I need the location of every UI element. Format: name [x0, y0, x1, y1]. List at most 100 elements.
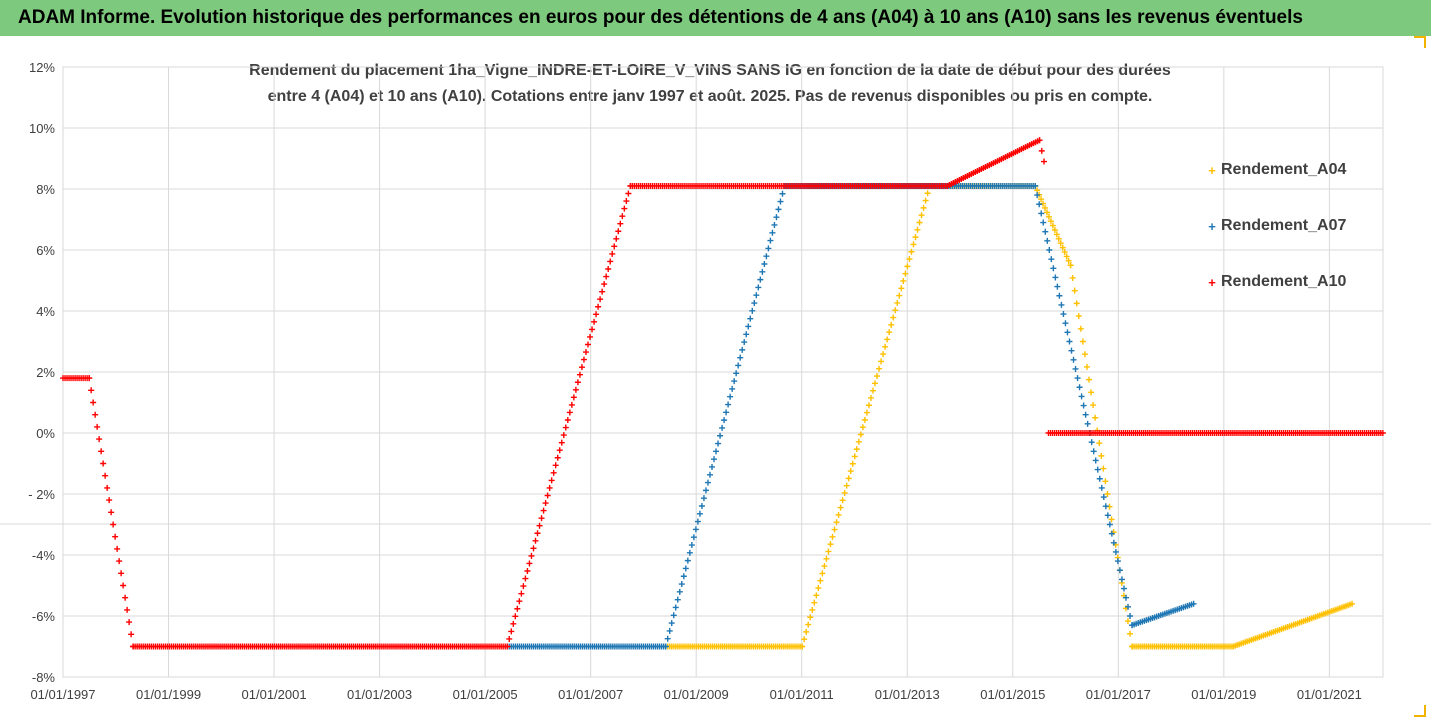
series-rendement-a07-marker — [1088, 439, 1095, 446]
series-rendement-a07-marker — [678, 581, 685, 588]
series-rendement-a10-marker — [522, 575, 529, 582]
series-rendement-a04-marker — [1051, 227, 1058, 234]
series-rendement-a04-marker — [1079, 338, 1086, 345]
series-rendement-a04-marker — [1090, 402, 1097, 409]
series-rendement-a04-marker — [819, 570, 826, 577]
series-rendement-a04-marker — [827, 541, 834, 548]
series-rendement-a04-marker — [1071, 287, 1078, 294]
y-tick-label: 10% — [29, 121, 55, 136]
series-rendement-a07-marker — [1052, 274, 1059, 281]
series-rendement-a10-marker — [510, 620, 517, 627]
series-rendement-a07-marker — [747, 315, 754, 322]
series-rendement-a07-marker — [1127, 613, 1134, 619]
series-rendement-a07-marker — [680, 573, 687, 580]
series-rendement-a07-marker — [1125, 603, 1131, 610]
series-rendement-a10-marker — [542, 500, 549, 507]
series-rendement-a10-marker — [96, 436, 103, 443]
x-tick-label: 01/01/2021 — [1297, 687, 1362, 702]
series-rendement-a07-marker — [723, 409, 730, 416]
series-rendement-a07-marker — [1044, 237, 1051, 244]
series-rendement-a04-marker — [918, 212, 925, 219]
x-tick-label: 01/01/2005 — [453, 687, 518, 702]
series-rendement-a10-marker — [568, 401, 575, 408]
series-rendement-a07-marker — [741, 339, 748, 346]
series-rendement-a10-marker — [538, 515, 545, 522]
series-rendement-a07-marker — [777, 198, 784, 205]
series-rendement-a10-marker — [599, 288, 606, 295]
series-rendement-a07-marker — [771, 221, 778, 228]
series-rendement-a04-marker — [904, 263, 911, 270]
series-rendement-a10-marker — [578, 364, 585, 371]
series-rendement-a04-marker — [867, 394, 874, 401]
series-rendement-a10-marker — [564, 417, 571, 423]
series-rendement-a10-marker — [514, 605, 521, 612]
corner-decoration-bottom-right — [1414, 705, 1426, 717]
series-rendement-a07-marker — [1100, 494, 1107, 501]
series-rendement-a10-marker — [623, 198, 630, 205]
series-rendement-a04-marker — [1088, 389, 1095, 396]
series-rendement-a10-marker — [607, 258, 614, 265]
series-rendement-a10-marker — [625, 190, 632, 197]
series-rendement-a10-marker — [128, 631, 135, 638]
series-rendement-a04-marker — [912, 234, 919, 241]
series-rendement-a10-marker — [534, 530, 541, 537]
series-rendement-a04-marker — [803, 628, 810, 635]
series-rendement-a04-marker — [1083, 363, 1090, 370]
series-rendement-a04-marker — [1053, 231, 1060, 238]
series-rendement-a07-marker — [1034, 192, 1041, 199]
series-rendement-a07-marker — [1046, 247, 1053, 253]
series-rendement-a07-marker — [698, 502, 705, 509]
series-rendement-a07-marker — [1050, 265, 1057, 272]
series-rendement-a07-marker — [769, 229, 776, 236]
series-rendement-a07-marker — [1072, 365, 1079, 372]
series-rendement-a10-marker — [552, 462, 559, 469]
series-rendement-a07-marker — [1190, 600, 1197, 607]
series-rendement-a10-marker — [506, 635, 513, 642]
series-rendement-a10-marker — [570, 394, 577, 401]
series-rendement-a04-marker — [920, 204, 927, 211]
series-rendement-a04-marker — [910, 241, 917, 248]
series-rendement-a10-marker — [587, 333, 594, 340]
series-rendement-a04-marker — [1063, 253, 1070, 260]
series-rendement-a07-marker — [1106, 521, 1113, 528]
series-rendement-a10-marker — [566, 409, 573, 416]
series-rendement-a10-marker — [554, 454, 561, 461]
series-rendement-a07-marker — [1080, 402, 1087, 409]
series-rendement-a04-marker — [878, 358, 885, 365]
series-rendement-a10-marker — [512, 613, 519, 620]
series-rendement-a10-marker — [536, 522, 543, 529]
series-rendement-a04-marker — [1047, 218, 1054, 225]
series-rendement-a04-marker — [1075, 313, 1082, 320]
series-rendement-a07-marker — [686, 549, 693, 556]
series-rendement-a07-marker — [662, 643, 669, 650]
series-rendement-a04-marker — [1042, 204, 1049, 211]
series-rendement-a04-marker — [1086, 376, 1093, 383]
series-rendement-a07-marker — [1058, 301, 1065, 308]
series-rendement-a07-marker — [773, 214, 780, 221]
series-rendement-a10-marker — [90, 399, 97, 406]
x-tick-label: 01/01/2009 — [664, 687, 729, 702]
series-rendement-a07-marker — [1114, 558, 1121, 565]
series-rendement-a10-marker — [615, 228, 622, 235]
series-rendement-a10-marker — [122, 594, 129, 601]
series-rendement-a10-marker — [518, 590, 525, 597]
series-rendement-a10-marker — [1036, 137, 1043, 144]
legend-label-a10: Rendement_A10 — [1221, 273, 1347, 290]
series-rendement-a07-marker — [751, 300, 758, 307]
x-tick-label: 01/01/2019 — [1191, 687, 1256, 702]
legend-label-a04: Rendement_A04 — [1221, 161, 1347, 178]
series-rendement-a04-marker — [922, 197, 929, 204]
series-rendement-a10-marker — [544, 492, 551, 499]
series-rendement-a04-marker — [801, 636, 808, 643]
series-rendement-a07-marker — [672, 604, 679, 611]
series-rendement-a07-marker — [779, 190, 786, 197]
series-rendement-a10-marker — [1379, 430, 1386, 436]
series-rendement-a04-marker — [876, 365, 883, 372]
series-rendement-a04-marker — [1045, 213, 1052, 220]
series-rendement-a07-marker — [735, 362, 742, 369]
series-rendement-a04-marker — [1126, 630, 1133, 637]
series-rendement-a07-marker — [1070, 356, 1077, 363]
y-tick-label: - 2% — [28, 487, 55, 502]
series-rendement-a04-marker — [829, 533, 836, 540]
series-rendement-a04-marker — [849, 460, 856, 467]
